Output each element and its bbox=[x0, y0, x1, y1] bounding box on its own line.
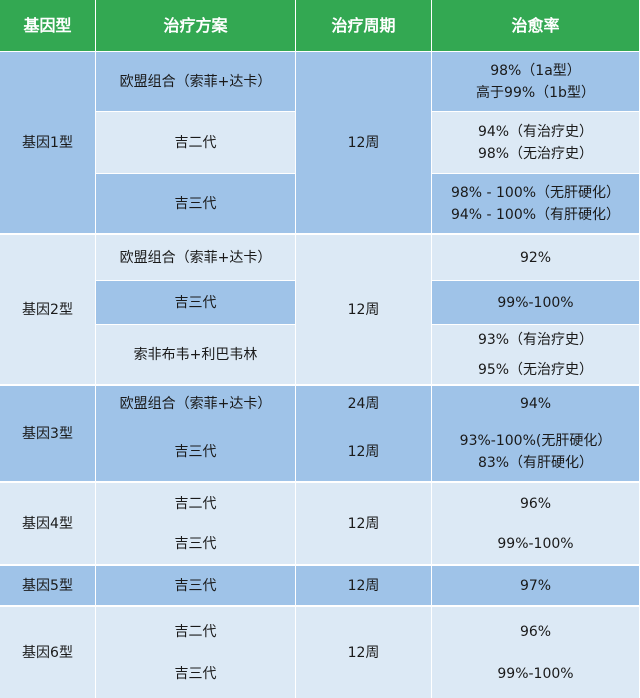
genotype-5-label: 基因5型 bbox=[0, 566, 96, 606]
genotype-1-period: 12周 bbox=[296, 52, 432, 234]
rate-line: 94%（有治疗史） bbox=[477, 123, 594, 140]
plan-line: 吉二代 bbox=[174, 495, 217, 512]
genotype-5-plan: 吉三代 bbox=[96, 566, 296, 606]
genotype-1-rate-3: 98% - 100%（无肝硬化） 94% - 100%（有肝硬化） bbox=[432, 174, 640, 234]
genotype-4-plans: 吉二代 吉三代 bbox=[96, 483, 296, 565]
genotype-6-rates: 96% 99%-100% bbox=[432, 607, 640, 698]
genotype-5-period: 12周 bbox=[296, 566, 432, 606]
genotype-2-plan-2: 吉三代 bbox=[96, 281, 296, 325]
genotype-3-rate-2: 93%-100%(无肝硬化） 83%（有肝硬化） bbox=[432, 422, 640, 482]
genotype-1-plan-3: 吉三代 bbox=[96, 174, 296, 234]
genotype-5-rate: 97% bbox=[432, 566, 640, 606]
rate-line: 98% - 100%（无肝硬化） bbox=[450, 184, 621, 201]
genotype-6-label: 基因6型 bbox=[0, 607, 96, 698]
rate-line: 96% bbox=[519, 623, 552, 640]
rate-line: 高于99%（1b型） bbox=[476, 84, 595, 101]
genotype-3-period-1: 24周 bbox=[296, 386, 432, 422]
header-cure-rate: 治愈率 bbox=[432, 0, 640, 52]
rate-line: 93%-100%(无肝硬化） bbox=[459, 432, 612, 449]
rate-line: 93%（有治疗史） bbox=[477, 331, 594, 348]
genotype-4-rates: 96% 99%-100% bbox=[432, 483, 640, 565]
plan-line: 吉三代 bbox=[174, 665, 217, 682]
group-divider bbox=[0, 233, 640, 235]
genotype-6-plans: 吉二代 吉三代 bbox=[96, 607, 296, 698]
genotype-2-rate-1: 92% bbox=[432, 235, 640, 281]
header-period: 治疗周期 bbox=[296, 0, 432, 52]
genotype-2-period: 12周 bbox=[296, 235, 432, 385]
genotype-6-period: 12周 bbox=[296, 607, 432, 698]
genotype-1-label: 基因1型 bbox=[0, 52, 96, 234]
genotype-2-label: 基因2型 bbox=[0, 235, 96, 385]
genotype-1-rate-1: 98%（1a型） 高于99%（1b型） bbox=[432, 52, 640, 112]
rate-line: 92% bbox=[519, 249, 552, 266]
group-divider bbox=[0, 481, 640, 483]
rate-line: 99%-100% bbox=[497, 665, 574, 682]
genotype-2-rate-2: 99%-100% bbox=[432, 281, 640, 325]
group-divider bbox=[0, 605, 640, 607]
rate-line: 94% bbox=[519, 396, 552, 412]
rate-line: 98%（无治疗史） bbox=[477, 145, 594, 162]
genotype-4-label: 基因4型 bbox=[0, 483, 96, 565]
rate-line: 94% - 100%（有肝硬化） bbox=[450, 206, 621, 223]
genotype-1-plan-2: 吉二代 bbox=[96, 112, 296, 174]
rate-line: 97% bbox=[519, 577, 552, 594]
rate-line: 96% bbox=[519, 495, 552, 512]
genotype-1-plan-1: 欧盟组合（索菲+达卡） bbox=[96, 52, 296, 112]
genotype-2-plan-1: 欧盟组合（索菲+达卡） bbox=[96, 235, 296, 281]
header-genotype: 基因型 bbox=[0, 0, 96, 52]
genotype-3-label: 基因3型 bbox=[0, 386, 96, 482]
genotype-1-rate-2: 94%（有治疗史） 98%（无治疗史） bbox=[432, 112, 640, 174]
rate-line: 95%（无治疗史） bbox=[477, 361, 594, 378]
rate-line: 98%（1a型） bbox=[490, 62, 581, 79]
rate-line: 99%-100% bbox=[497, 294, 574, 311]
group-divider bbox=[0, 384, 640, 386]
genotype-3-rate-1: 94% bbox=[432, 386, 640, 422]
genotype-4-period: 12周 bbox=[296, 483, 432, 565]
genotype-3-period-2: 12周 bbox=[296, 422, 432, 482]
group-divider bbox=[0, 564, 640, 566]
header-plan: 治疗方案 bbox=[96, 0, 296, 52]
plan-line: 吉三代 bbox=[174, 535, 217, 552]
rate-line: 83%（有肝硬化） bbox=[477, 454, 594, 471]
genotype-2-rate-3: 93%（有治疗史） 95%（无治疗史） bbox=[432, 325, 640, 385]
plan-line: 吉二代 bbox=[174, 623, 217, 640]
rate-line: 99%-100% bbox=[497, 535, 574, 552]
genotype-3-plan-1: 欧盟组合（索菲+达卡） bbox=[96, 386, 296, 422]
genotype-3-plan-2: 吉三代 bbox=[96, 422, 296, 482]
genotype-2-plan-3: 索非布韦+利巴韦林 bbox=[96, 325, 296, 385]
